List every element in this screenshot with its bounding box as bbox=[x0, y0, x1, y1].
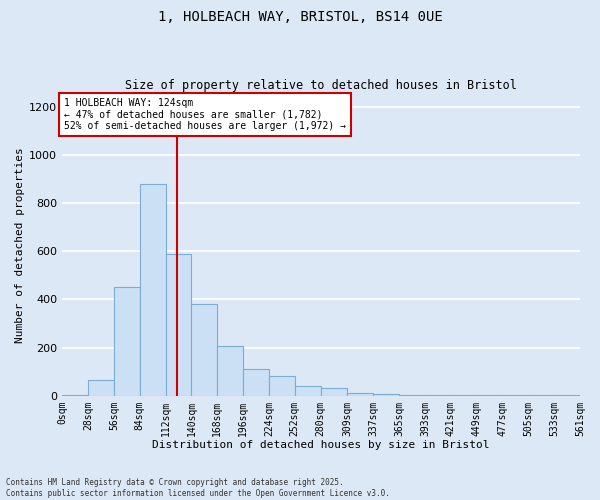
Bar bbox=[425, 394, 451, 396]
Bar bbox=[399, 394, 425, 396]
Bar bbox=[347, 393, 373, 396]
Bar bbox=[476, 394, 502, 396]
Bar bbox=[295, 386, 320, 396]
Bar bbox=[373, 394, 399, 396]
Text: 1 HOLBEACH WAY: 124sqm
← 47% of detached houses are smaller (1,782)
52% of semi-: 1 HOLBEACH WAY: 124sqm ← 47% of detached… bbox=[64, 98, 346, 132]
Bar bbox=[166, 254, 191, 396]
Title: Size of property relative to detached houses in Bristol: Size of property relative to detached ho… bbox=[125, 79, 517, 92]
Text: 1, HOLBEACH WAY, BRISTOL, BS14 0UE: 1, HOLBEACH WAY, BRISTOL, BS14 0UE bbox=[158, 10, 442, 24]
Bar bbox=[140, 184, 166, 396]
Bar bbox=[451, 394, 476, 396]
Y-axis label: Number of detached properties: Number of detached properties bbox=[15, 148, 25, 343]
Bar bbox=[529, 394, 554, 396]
Bar bbox=[502, 394, 529, 396]
Bar bbox=[243, 369, 269, 396]
X-axis label: Distribution of detached houses by size in Bristol: Distribution of detached houses by size … bbox=[152, 440, 490, 450]
Bar bbox=[217, 346, 243, 396]
Bar bbox=[269, 376, 295, 396]
Bar bbox=[320, 388, 347, 396]
Bar bbox=[62, 394, 88, 396]
Bar bbox=[88, 380, 114, 396]
Text: Contains HM Land Registry data © Crown copyright and database right 2025.
Contai: Contains HM Land Registry data © Crown c… bbox=[6, 478, 390, 498]
Bar bbox=[554, 394, 580, 396]
Bar bbox=[191, 304, 217, 396]
Bar bbox=[114, 288, 140, 396]
